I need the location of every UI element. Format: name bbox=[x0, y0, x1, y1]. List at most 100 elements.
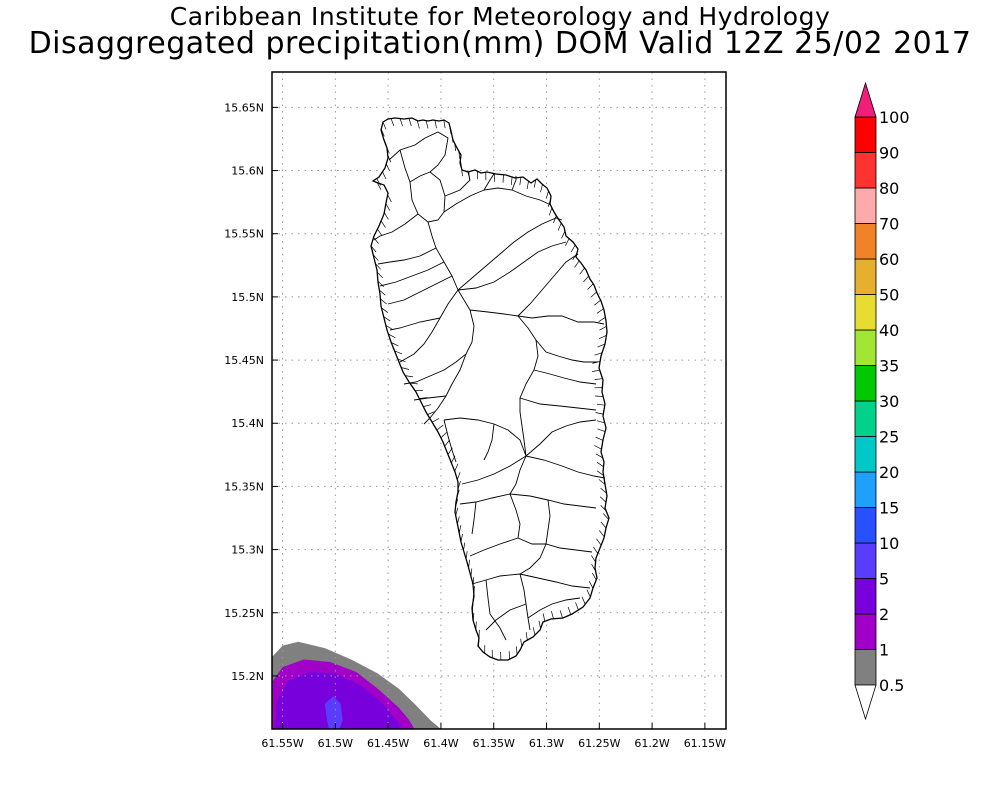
stream-segment bbox=[385, 163, 390, 172]
stream-segment bbox=[458, 525, 462, 534]
stream-segment bbox=[597, 428, 606, 432]
stream-segment bbox=[423, 404, 432, 407]
stream-segment bbox=[385, 325, 393, 330]
stream-segment bbox=[380, 220, 386, 228]
stream-segment bbox=[597, 343, 606, 348]
stream-segment bbox=[591, 564, 596, 572]
stream-segment bbox=[436, 424, 444, 431]
stream-segment bbox=[388, 333, 396, 339]
stream-segment bbox=[574, 260, 580, 268]
stream-segment bbox=[532, 627, 536, 636]
stream-segment bbox=[519, 177, 522, 186]
stream-segment bbox=[520, 638, 523, 647]
stream-segment bbox=[567, 606, 572, 615]
stream-segment bbox=[382, 137, 387, 146]
title-line-2: Disaggregated precipitation(mm) DOM Vali… bbox=[28, 26, 972, 61]
stream-segment bbox=[457, 480, 461, 489]
stream-segment bbox=[599, 325, 607, 331]
stream-segment bbox=[559, 610, 563, 619]
stream-segment bbox=[385, 146, 390, 154]
latitude-tick-labels: 15.2N 15.25N 15.3N 15.35N 15.4N 15.45N 15.5N 15… bbox=[224, 101, 264, 683]
stream-segment bbox=[385, 203, 391, 211]
stream-segment bbox=[557, 222, 562, 231]
stream-segment bbox=[595, 412, 604, 415]
coastal-streams bbox=[370, 118, 609, 661]
colorbar-bottom-arrow bbox=[854, 684, 877, 721]
stream-segment bbox=[596, 461, 604, 467]
stream-segment bbox=[596, 538, 602, 546]
precipitation-field bbox=[272, 641, 441, 729]
colorbar-label: 5 bbox=[879, 570, 889, 589]
stream-segment bbox=[596, 308, 604, 314]
colorbar-swatch bbox=[854, 116, 877, 153]
stream-segment bbox=[449, 125, 452, 134]
stream-segment bbox=[598, 317, 606, 322]
colorbar-label: 70 bbox=[879, 215, 899, 234]
stream-segment bbox=[575, 602, 579, 611]
stream-segment bbox=[456, 489, 460, 498]
stream-segment bbox=[547, 199, 551, 208]
colorbar-swatch bbox=[854, 613, 877, 650]
colorbar-swatch bbox=[854, 507, 877, 544]
colorbar-label: 2 bbox=[879, 605, 889, 624]
stream-segment bbox=[599, 530, 605, 538]
colorbar-label: 100 bbox=[879, 108, 910, 127]
stream-segment bbox=[600, 504, 607, 512]
stream-segment bbox=[588, 580, 594, 589]
stream-segment bbox=[454, 143, 457, 152]
stream-segment bbox=[391, 342, 399, 347]
colorbar-label: 40 bbox=[879, 321, 899, 340]
stream-segment bbox=[381, 307, 389, 313]
lon-tick-label: 61.4W bbox=[423, 737, 458, 750]
stream-segment bbox=[390, 118, 395, 127]
colorbar-label: 35 bbox=[879, 357, 899, 376]
stream-segment bbox=[590, 291, 597, 298]
stream-segment bbox=[600, 487, 607, 494]
watershed-boundaries bbox=[373, 131, 606, 641]
stream-segment bbox=[602, 513, 609, 520]
stream-segment bbox=[591, 555, 596, 563]
stream-segment bbox=[510, 176, 513, 186]
stream-segment bbox=[595, 453, 603, 459]
lat-tick-label: 15.45N bbox=[224, 354, 264, 367]
stream-segment bbox=[370, 245, 377, 253]
stream-segment bbox=[599, 334, 607, 340]
stream-segment bbox=[553, 215, 557, 224]
stream-segment bbox=[595, 436, 604, 441]
stream-segment bbox=[572, 252, 578, 260]
colorbar-label: 20 bbox=[879, 463, 899, 482]
stream-segment bbox=[579, 267, 585, 275]
colorbar-label: 90 bbox=[879, 144, 899, 163]
stream-segment bbox=[379, 289, 386, 296]
stream-segment bbox=[377, 280, 384, 287]
island-outline bbox=[370, 117, 610, 661]
stream-segment bbox=[382, 121, 387, 130]
stream-segment bbox=[596, 470, 604, 476]
stream-segment bbox=[461, 168, 463, 177]
stream-segment bbox=[596, 420, 605, 424]
stream-segment bbox=[373, 237, 379, 244]
stream-segment bbox=[508, 651, 511, 660]
stream-segment bbox=[587, 283, 594, 290]
stream-segment bbox=[594, 299, 601, 306]
lat-tick-label: 15.55N bbox=[224, 228, 264, 241]
colorbar-swatch bbox=[854, 578, 877, 615]
colorbar-label: 1 bbox=[879, 641, 889, 660]
colorbar-label: 30 bbox=[879, 392, 899, 411]
stream-segment bbox=[431, 418, 440, 423]
stream-segment bbox=[581, 596, 586, 605]
stream-segment bbox=[561, 231, 566, 239]
colorbar-swatch bbox=[854, 542, 877, 579]
colorbar-top-arrow bbox=[854, 81, 877, 118]
stream-segment bbox=[533, 179, 537, 188]
stream-segment bbox=[451, 134, 454, 143]
lon-tick-label: 61.45W bbox=[367, 737, 409, 750]
stream-segment bbox=[383, 212, 389, 220]
stream-segment bbox=[551, 611, 554, 619]
colorbar-label: 25 bbox=[879, 428, 899, 447]
colorbar-swatch bbox=[854, 223, 877, 260]
colorbar-swatch bbox=[854, 294, 877, 331]
stream-segment bbox=[443, 119, 446, 128]
stream-segment bbox=[594, 445, 602, 450]
